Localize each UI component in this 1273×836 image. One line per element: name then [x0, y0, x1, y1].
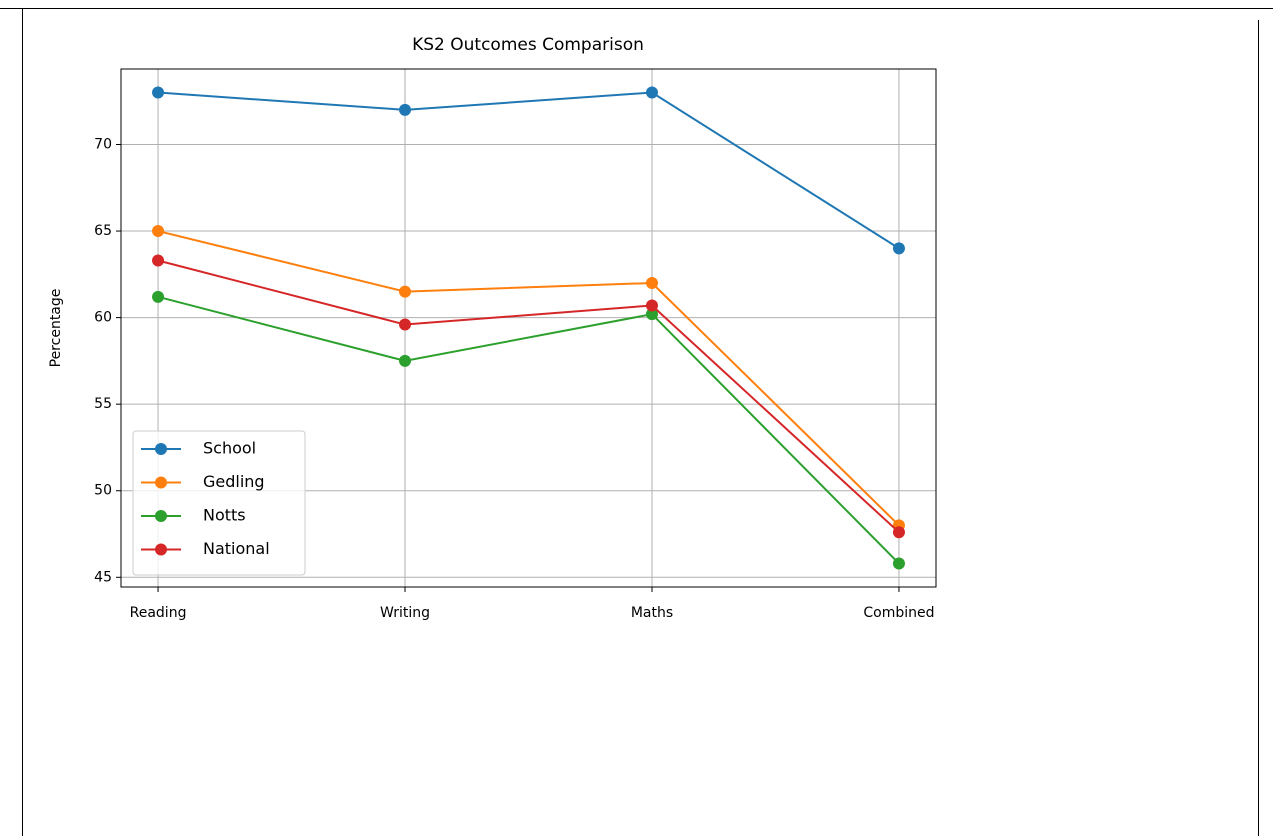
- data-point: [645, 276, 658, 289]
- legend-box: [132, 430, 306, 576]
- y-tick-label: 60: [94, 310, 112, 326]
- data-point: [645, 86, 658, 99]
- legend-marker: [155, 443, 167, 455]
- y-tick-label: 45: [94, 569, 112, 585]
- legend-marker: [155, 476, 167, 489]
- data-point: [892, 557, 905, 570]
- data-point: [892, 242, 905, 255]
- data-point: [399, 103, 412, 116]
- series-line: [157, 91, 900, 250]
- x-tick-label: Maths: [631, 605, 673, 621]
- x-tick-label: Combined: [863, 605, 934, 621]
- data-point: [399, 318, 412, 331]
- plot-frame: [120, 68, 937, 588]
- data-point: [892, 526, 905, 539]
- legend-label: School: [203, 439, 256, 458]
- legend-marker: [155, 510, 167, 522]
- data-point: [645, 308, 658, 321]
- legend-label: National: [203, 539, 270, 558]
- y-tick-label: 50: [94, 483, 112, 499]
- x-tick-label: Reading: [130, 605, 187, 621]
- chart: KS2 Outcomes Comparison Percentage 45 50 5…: [48, 35, 937, 621]
- y-axis-label: Percentage: [48, 289, 64, 368]
- x-tick-label: Writing: [380, 605, 430, 621]
- series-line: [157, 259, 900, 534]
- y-tick-label: 70: [94, 136, 112, 152]
- y-tick-label: 55: [94, 396, 112, 412]
- series-line: [157, 295, 900, 565]
- data-point: [399, 354, 412, 367]
- legend-marker: [155, 543, 167, 556]
- legend-label: Gedling: [203, 472, 265, 491]
- legend-label: Notts: [203, 506, 246, 525]
- y-tick-label: 65: [94, 223, 112, 239]
- data-point: [645, 299, 658, 312]
- data-point: [399, 285, 412, 298]
- chart-title: KS2 Outcomes Comparison: [412, 35, 644, 55]
- data-point: [152, 225, 165, 238]
- data-point: [152, 290, 165, 303]
- series-line: [157, 230, 900, 527]
- data-point: [152, 254, 165, 267]
- data-point: [152, 86, 165, 99]
